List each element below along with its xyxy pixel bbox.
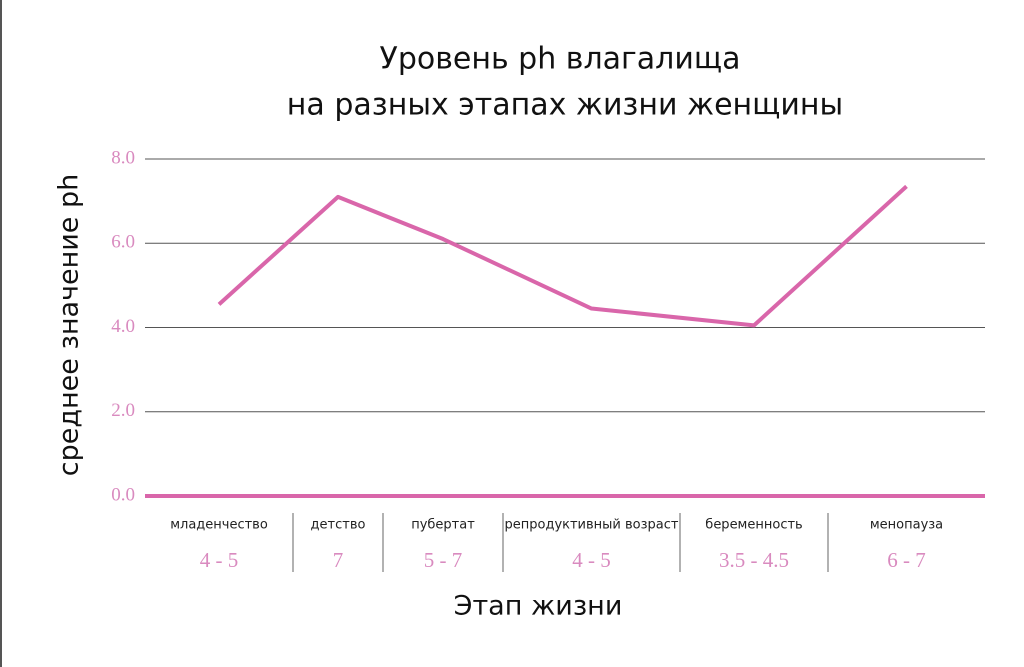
y-tick-label: 2.0 (111, 400, 135, 421)
range-label: 4 - 5 (200, 548, 239, 572)
y-tick-label: 6.0 (111, 232, 135, 253)
range-label: 3.5 - 4.5 (719, 548, 789, 572)
y-axis-label: среднее значение ph (54, 174, 85, 476)
range-label: 7 (333, 548, 344, 572)
chart-title: на разных этапах жизни женщины (287, 88, 843, 123)
range-label: 6 - 7 (887, 548, 926, 572)
chart-title: Уровень ph влагалища (380, 42, 741, 77)
x-tick-label: менопауза (870, 518, 943, 533)
x-tick-label: репродуктивный возраст (505, 518, 679, 533)
x-tick-label: пубертат (411, 518, 475, 533)
range-label: 4 - 5 (572, 548, 611, 572)
y-tick-label: 4.0 (111, 316, 135, 337)
x-tick-label: младенчество (170, 518, 268, 533)
y-tick-label: 8.0 (111, 147, 135, 168)
range-label: 5 - 7 (424, 548, 463, 572)
x-tick-label: детство (311, 518, 366, 533)
x-axis-label: Этап жизни (454, 591, 623, 622)
series-line (217, 184, 908, 328)
y-tick-label: 0.0 (111, 484, 135, 505)
x-tick-label: беременность (705, 518, 802, 533)
